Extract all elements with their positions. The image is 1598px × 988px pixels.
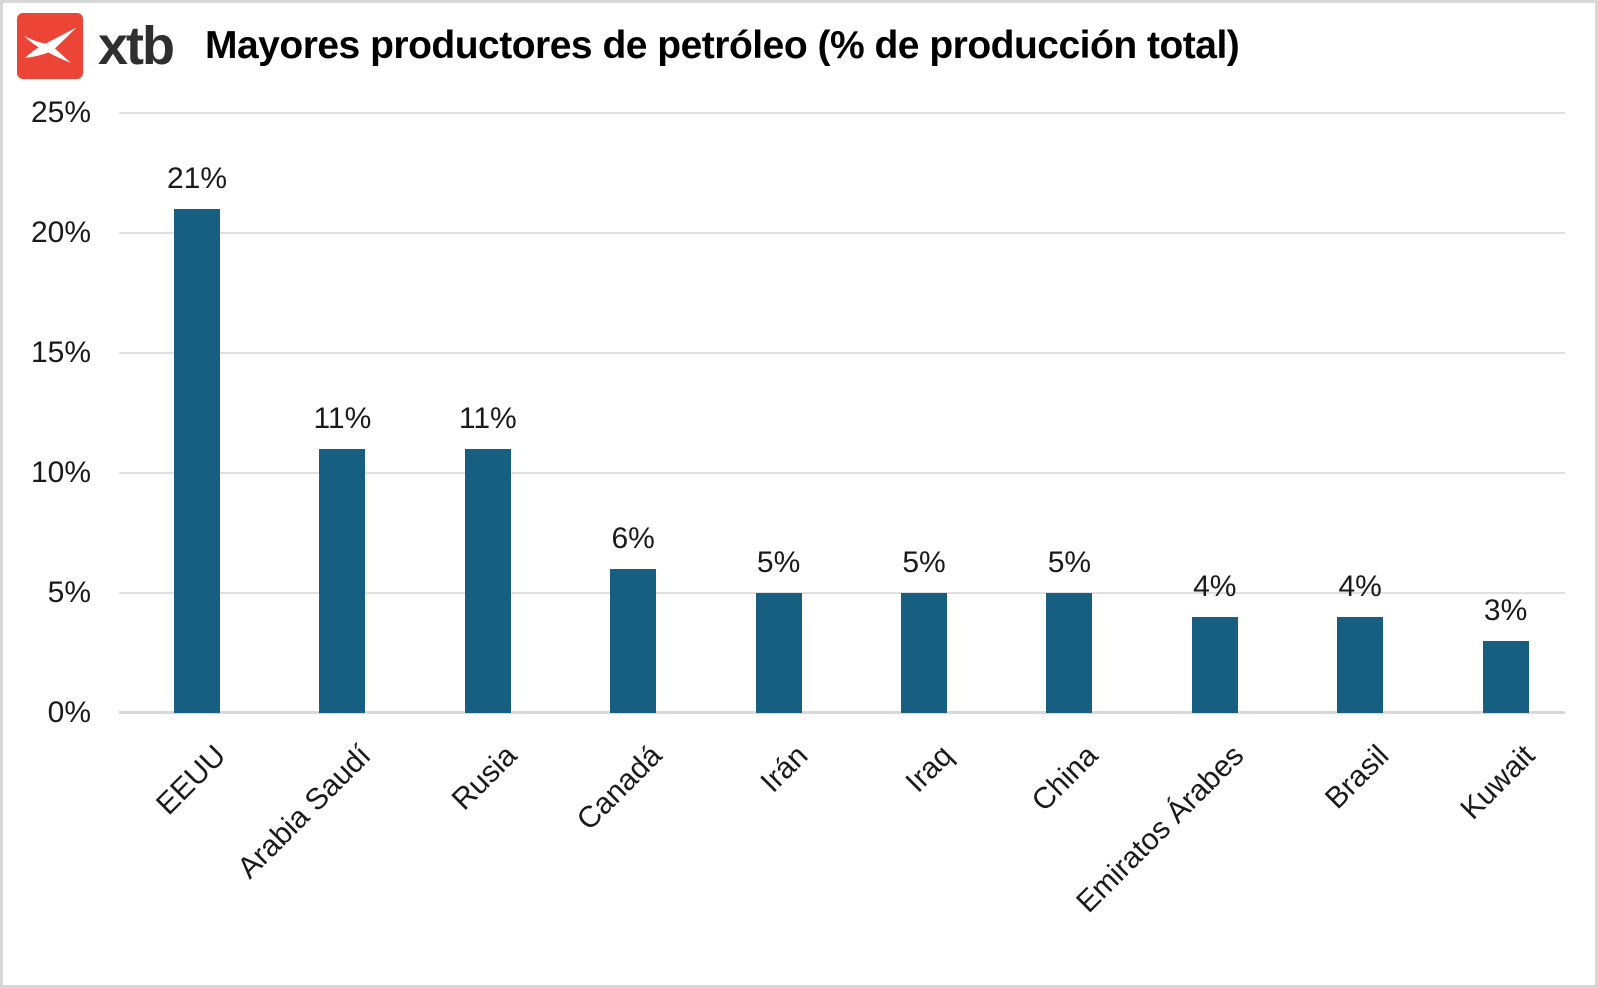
x-category-label: Brasil <box>1319 739 1396 816</box>
bar <box>1337 617 1384 713</box>
bar <box>1046 593 1093 713</box>
y-tick-label: 20% <box>30 216 91 249</box>
bar-value-label: 21% <box>166 162 228 195</box>
xtb-x-swoosh-icon-2 <box>24 27 77 58</box>
bar <box>464 449 511 713</box>
y-tick-label: 0% <box>47 696 91 729</box>
bar <box>174 209 220 713</box>
xtb-logo-icon <box>17 13 83 79</box>
bar <box>1191 617 1238 713</box>
bar-value-label: 4% <box>1193 570 1237 603</box>
bar-value-label: 5% <box>902 546 946 579</box>
y-tick-label: 25% <box>30 96 91 129</box>
bar <box>755 593 802 713</box>
x-axis-baseline <box>119 711 1565 714</box>
bar-value-label: 11% <box>313 402 372 435</box>
x-category-label: Canadá <box>570 739 669 837</box>
x-category-label: Irán <box>754 739 814 799</box>
xtb-wordmark: xtb <box>98 16 175 76</box>
gridline <box>119 352 1565 354</box>
bar-value-label: 4% <box>1338 570 1382 603</box>
y-tick-label: 15% <box>30 336 91 369</box>
chart-title: Mayores productores de petróleo (% de pr… <box>205 23 1240 67</box>
x-category-label: Iraq <box>899 739 960 799</box>
x-category-label: Kuwait <box>1453 739 1541 827</box>
x-category-label: EEUU <box>150 739 233 822</box>
bar-value-label: 5% <box>1047 546 1092 579</box>
bar-value-label: 3% <box>1483 594 1528 627</box>
bar-value-label: 5% <box>756 546 801 579</box>
x-category-label: China <box>1025 739 1105 818</box>
bar-value-label: 6% <box>611 522 655 555</box>
gridline <box>119 472 1565 474</box>
bar <box>319 449 366 713</box>
y-tick-label: 5% <box>47 576 91 609</box>
header: xtb Mayores productores de petróleo (% d… <box>17 13 1240 79</box>
gridline <box>119 112 1565 114</box>
bar <box>1482 641 1529 713</box>
bar <box>610 569 657 713</box>
gridline <box>119 592 1565 594</box>
bar-value-label: 11% <box>458 402 517 435</box>
gridline <box>119 232 1565 234</box>
y-tick-label: 10% <box>30 456 91 489</box>
x-category-label: Arabia Saudí <box>231 739 378 885</box>
bar-chart: 0% 5% 10% 15% 20% 25% 21% EEUU 11% Arabia Saudí 11… <box>31 96 1565 919</box>
bar <box>901 593 947 713</box>
x-category-label: Rusia <box>445 739 524 817</box>
